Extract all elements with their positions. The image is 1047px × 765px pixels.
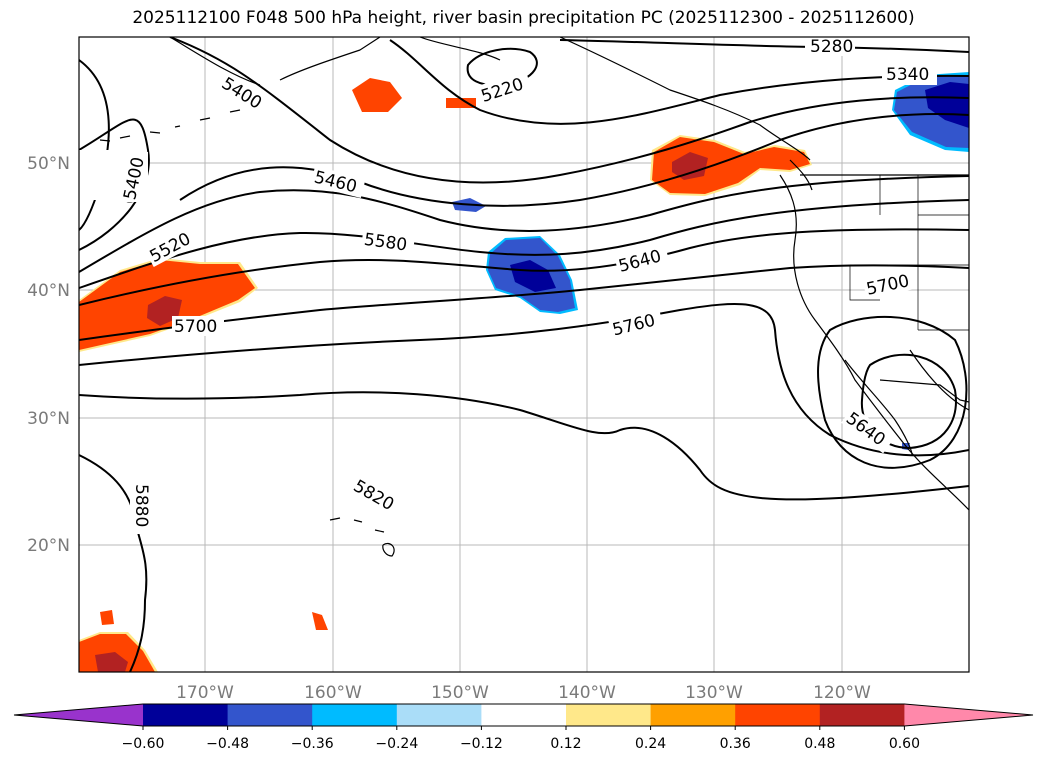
colorbar-segment (312, 704, 398, 726)
contour-label-5340: 5340 (886, 65, 929, 85)
contour-5340 (389, 39, 969, 125)
lat-label-30n: 30°N (27, 409, 70, 429)
lon-label-120w: 120°W (813, 683, 871, 703)
contour-5880 (79, 454, 148, 672)
colorbar-tick-label: 0.24 (635, 736, 666, 752)
colorbar-tick-label: 0.60 (889, 736, 920, 752)
lon-label-170w: 170°W (176, 683, 234, 703)
contour-5820 (79, 391, 969, 501)
state-borders (849, 175, 969, 331)
colorbar-segment (481, 704, 567, 726)
map-title: 2025112100 F048 500 hPa height, river ba… (132, 8, 915, 28)
lon-label-160w: 160°W (304, 683, 362, 703)
us-mexico-border (879, 379, 969, 403)
contour-5520 (79, 175, 969, 273)
lon-label-150w: 150°W (431, 683, 489, 703)
longitude-labels: 170°W 160°W 150°W 140°W 130°W 120°W (176, 683, 871, 703)
colorbar-tick-label: 0.12 (550, 736, 581, 752)
colorbar-extend-max (904, 704, 1033, 726)
colorbar: −0.60 −0.48 −0.36 −0.24 −0.12 0.12 0.24 0.36 0.4… (13, 703, 1034, 752)
coastline-north-america (779, 174, 969, 511)
map-frame (78, 36, 970, 673)
colorbar-extend-min (14, 704, 143, 726)
lon-label-140w: 140°W (558, 683, 616, 703)
precip-area-aleutians (352, 78, 402, 112)
colorbar-tick-label: −0.12 (460, 736, 503, 752)
colorbar-segment (396, 704, 482, 726)
latitude-labels: 50°N 40°N 30°N 20°N (27, 154, 70, 556)
contour-label-5880: 5880 (131, 484, 151, 527)
coastline-hawaii (329, 517, 395, 557)
contour-5400-west (79, 118, 150, 251)
contour-5700-loop (860, 353, 957, 450)
coastline-vancouver-island (789, 159, 813, 191)
coastline-aleutian-west (99, 109, 241, 142)
contour-5220 (466, 47, 538, 87)
colorbar-tick-label: −0.36 (291, 736, 334, 752)
contour-label-5700: 5700 (174, 317, 217, 337)
colorbar-segment (566, 704, 652, 726)
height-contours (79, 37, 969, 672)
colorbar-segment (650, 704, 736, 726)
negative-precip-areas (452, 72, 969, 450)
colorbar-segment (819, 704, 905, 726)
contour-5400 (169, 37, 969, 184)
colorbar-tick-label: −0.60 (122, 736, 165, 752)
coastline-baja (844, 349, 969, 456)
colorbar-segment (227, 704, 313, 726)
contour-5580 (79, 199, 969, 289)
coastlines (99, 37, 969, 557)
lat-label-40n: 40°N (27, 281, 70, 301)
colorbar-segment (735, 704, 821, 726)
colorbar-tick-label: −0.48 (206, 736, 249, 752)
contour-5460 (179, 113, 969, 207)
contour-5640-loop (817, 315, 968, 469)
lat-label-50n: 50°N (27, 154, 70, 174)
colorbar-tick-label: 0.48 (804, 736, 835, 752)
contour-5640 (79, 228, 969, 306)
colorbar-tick-label: −0.24 (375, 736, 418, 752)
colorbar-segment (143, 704, 229, 726)
colorbar-tick-label: 0.36 (720, 736, 751, 752)
lat-label-20n: 20°N (27, 536, 70, 556)
coastline-alaska (169, 37, 811, 161)
contour-5700 (79, 264, 969, 341)
positive-precip-areas (79, 78, 812, 672)
lon-label-130w: 130°W (685, 683, 743, 703)
map-background (79, 37, 969, 672)
contour-label-5280: 5280 (810, 37, 853, 57)
